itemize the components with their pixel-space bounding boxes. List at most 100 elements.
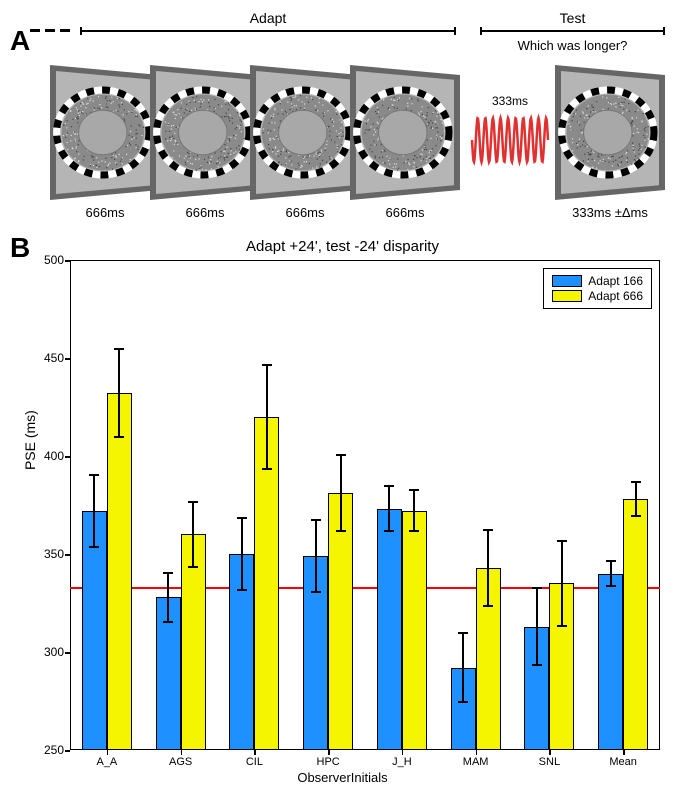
x-tick-label: MAM: [463, 756, 489, 768]
error-bar: [635, 481, 637, 516]
y-tick-label: 250: [32, 743, 64, 757]
y-tick-mark: [65, 260, 70, 262]
adapt-stimulus: [50, 65, 150, 185]
x-tick-label: HPC: [317, 756, 340, 768]
error-cap: [237, 517, 247, 519]
x-tick-mark: [402, 750, 404, 755]
error-cap: [483, 605, 493, 607]
y-tick-label: 300: [32, 645, 64, 659]
legend-swatch-1: [552, 290, 582, 302]
error-bar: [536, 587, 538, 665]
isi-label: 333ms: [470, 94, 550, 108]
adapt-line: [80, 30, 456, 32]
test-tick-left: [480, 27, 482, 35]
error-cap: [114, 436, 124, 438]
error-cap: [336, 454, 346, 456]
error-bar: [315, 519, 317, 593]
adapt-label: Adapt: [80, 10, 456, 26]
y-tick-label: 450: [32, 351, 64, 365]
error-cap: [188, 501, 198, 503]
error-cap: [262, 468, 272, 470]
adapt-stimulus-label: 666ms: [355, 205, 455, 220]
error-cap: [311, 591, 321, 593]
y-tick-label: 500: [32, 253, 64, 267]
test-stimulus-label: 333ms ±Δms: [560, 205, 660, 220]
legend-row-0: Adapt 166: [552, 274, 643, 288]
error-cap: [557, 625, 567, 627]
error-cap: [409, 530, 419, 532]
error-bar: [93, 474, 95, 548]
error-cap: [606, 585, 616, 587]
chart-bar: [377, 509, 402, 750]
error-bar: [192, 501, 194, 568]
x-axis-label: ObserverInitials: [10, 770, 675, 785]
x-tick-mark: [549, 750, 551, 755]
error-cap: [532, 664, 542, 666]
x-tick-mark: [476, 750, 478, 755]
x-tick-mark: [623, 750, 625, 755]
error-cap: [458, 632, 468, 634]
error-cap: [237, 589, 247, 591]
x-tick-mark: [328, 750, 330, 755]
adapt-tick-left: [80, 27, 82, 35]
error-bar: [388, 485, 390, 532]
error-bar: [167, 572, 169, 623]
error-cap: [532, 587, 542, 589]
error-cap: [483, 529, 493, 531]
adapt-stimulus: [350, 65, 450, 185]
y-tick-mark: [65, 554, 70, 556]
error-cap: [606, 560, 616, 562]
error-cap: [336, 530, 346, 532]
legend-row-1: Adapt 666: [552, 289, 643, 303]
error-cap: [557, 540, 567, 542]
error-bar: [462, 632, 464, 703]
panel-b: B Adapt +24', test -24' disparity PSE (m…: [10, 240, 675, 793]
chart-plot-area: Adapt 166 Adapt 666 250300350400450500A_…: [70, 260, 660, 750]
legend-label-1: Adapt 666: [588, 289, 643, 303]
adapt-dashes: [30, 29, 70, 32]
x-tick-label: SNL: [539, 756, 560, 768]
chart-bar: [107, 393, 132, 750]
error-bar: [561, 540, 563, 626]
error-cap: [458, 701, 468, 703]
error-cap: [311, 519, 321, 521]
x-tick-label: AGS: [169, 756, 192, 768]
error-cap: [114, 348, 124, 350]
y-tick-label: 400: [32, 449, 64, 463]
figure-root: A Adapt Test Which was longer? 666ms666m…: [10, 10, 675, 793]
x-tick-label: J_H: [392, 756, 412, 768]
x-tick-label: Mean: [609, 756, 637, 768]
error-cap: [631, 515, 641, 517]
panel-a: A Adapt Test Which was longer? 666ms666m…: [10, 10, 675, 240]
chart-title: Adapt +24', test -24' disparity: [10, 238, 675, 255]
error-cap: [409, 489, 419, 491]
error-cap: [384, 485, 394, 487]
isi-waveform: [470, 105, 550, 175]
error-cap: [89, 546, 99, 548]
error-bar: [413, 489, 415, 532]
test-stimulus: [555, 65, 655, 185]
y-tick-label: 350: [32, 547, 64, 561]
error-cap: [163, 572, 173, 574]
chart-bar: [402, 511, 427, 750]
error-bar: [266, 364, 268, 470]
adapt-tick-right: [454, 27, 456, 35]
adapt-stimulus-label: 666ms: [155, 205, 255, 220]
test-line: [480, 30, 665, 32]
x-tick-mark: [254, 750, 256, 755]
error-cap: [89, 474, 99, 476]
error-cap: [631, 481, 641, 483]
y-tick-mark: [65, 456, 70, 458]
chart-bar: [598, 574, 623, 750]
y-tick-mark: [65, 652, 70, 654]
error-bar: [487, 529, 489, 607]
x-tick-mark: [107, 750, 109, 755]
error-bar: [118, 348, 120, 438]
error-cap: [384, 530, 394, 532]
adapt-stimulus-label: 666ms: [55, 205, 155, 220]
x-tick-label: A_A: [96, 756, 117, 768]
legend-label-0: Adapt 166: [588, 274, 643, 288]
adapt-stimulus-label: 666ms: [255, 205, 355, 220]
error-cap: [188, 566, 198, 568]
x-tick-label: CIL: [246, 756, 263, 768]
